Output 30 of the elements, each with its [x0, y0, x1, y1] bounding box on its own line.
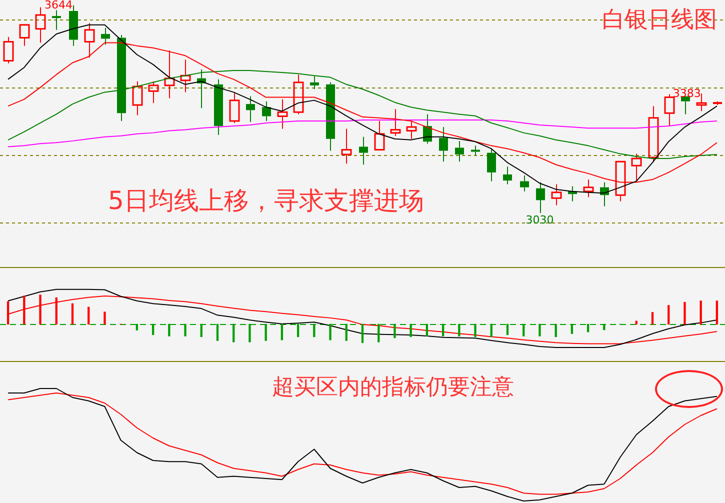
- bar: [716, 300, 718, 325]
- candlestick: [246, 96, 255, 122]
- chart-title: 白银日线图: [602, 6, 717, 35]
- candlestick: [214, 78, 223, 136]
- candlestick: [487, 148, 496, 182]
- bar: [104, 312, 106, 325]
- text: 3030: [526, 213, 554, 226]
- candlestick: [471, 145, 480, 156]
- annotation: 超买区内的指标仍要注意: [272, 374, 514, 402]
- candlestick: [262, 100, 271, 122]
- candlestick: [101, 27, 110, 46]
- bar: [700, 300, 702, 325]
- bar: [668, 305, 670, 325]
- annotation: 5日均线上移，寻求支撑进场: [108, 185, 424, 217]
- text: 3644: [44, 0, 72, 12]
- candlestick: [439, 126, 448, 162]
- bar: [71, 303, 74, 325]
- candlestick: [326, 82, 335, 152]
- bar: [651, 312, 654, 325]
- candlestick: [503, 166, 512, 185]
- candlestick: [52, 10, 61, 30]
- candlestick: [310, 76, 319, 90]
- bar: [684, 302, 686, 325]
- candlestick: [455, 140, 464, 162]
- candlestick: [536, 182, 545, 214]
- candlestick: [520, 174, 529, 192]
- bar: [635, 320, 638, 325]
- candlestick: [359, 136, 368, 166]
- text: 3383: [672, 86, 701, 100]
- bar: [88, 306, 90, 325]
